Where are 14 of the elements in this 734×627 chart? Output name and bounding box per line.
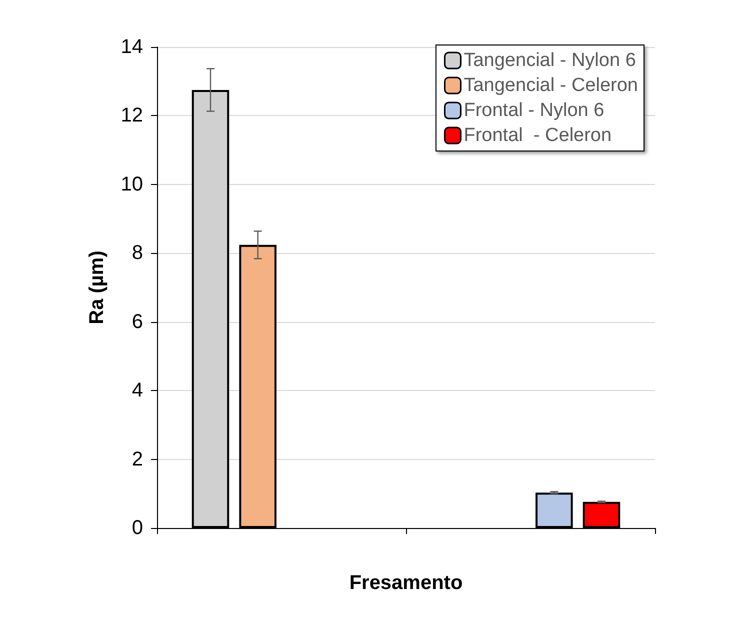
legend-label: Tangencial - Celeron <box>464 75 638 96</box>
y-tick-label: 8 <box>132 242 143 264</box>
legend-label: Tangencial - Nylon 6 <box>464 50 636 71</box>
y-tick-label: 4 <box>132 380 143 402</box>
y-tick-label: 6 <box>132 310 143 333</box>
legend-label: Frontal - Nylon 6 <box>464 100 604 121</box>
legend-label: Frontal - Celeron <box>464 125 612 146</box>
y-tick-label: 0 <box>132 517 143 539</box>
x-axis-title: Fresamento <box>349 572 463 594</box>
y-tick-label: 14 <box>120 36 143 58</box>
y-tick-label: 12 <box>120 104 143 127</box>
y-tick-label: 2 <box>132 448 143 470</box>
y-axis-title: Ra (µm) <box>86 250 108 324</box>
y-tick-label: 10 <box>120 173 143 196</box>
